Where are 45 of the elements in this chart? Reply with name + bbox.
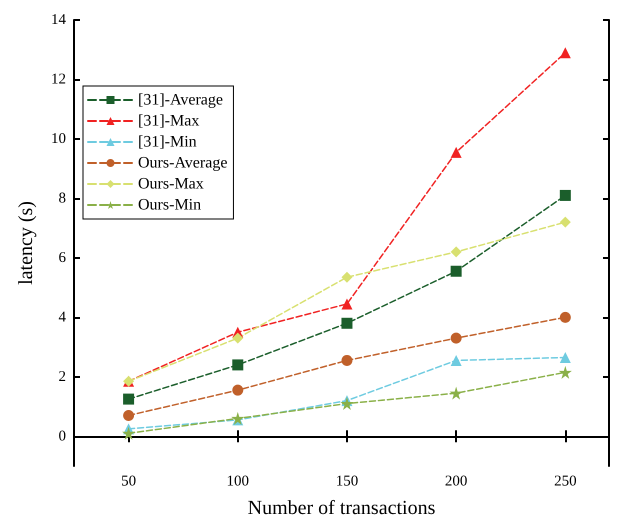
point <box>560 352 571 363</box>
point <box>341 272 352 283</box>
legend-label: [31]-Average <box>138 92 223 108</box>
point <box>558 366 572 379</box>
y-tick-label: 0 <box>58 428 66 444</box>
point <box>232 332 244 344</box>
point <box>341 354 352 366</box>
point <box>560 47 571 58</box>
x-tick-label: 200 <box>444 474 468 490</box>
point <box>232 384 244 396</box>
point <box>341 318 352 329</box>
x-axis-title: Number of transactions <box>248 497 436 519</box>
x-tick-label: 100 <box>226 474 250 490</box>
y-tick-label: 14 <box>51 12 66 28</box>
y-tick-label: 10 <box>51 130 66 147</box>
point <box>560 190 571 201</box>
point <box>450 266 462 277</box>
point <box>450 146 462 158</box>
point <box>340 397 354 410</box>
y-tick-label: 12 <box>51 71 66 88</box>
point <box>450 354 462 366</box>
point <box>450 246 462 258</box>
point <box>231 412 244 425</box>
point <box>560 312 571 323</box>
point <box>123 410 134 421</box>
x-tick-label: 250 <box>554 474 577 490</box>
y-tick-label: 4 <box>58 309 66 326</box>
point <box>450 386 463 400</box>
point <box>341 298 352 310</box>
y-tick-label: 6 <box>58 250 66 266</box>
legend-label: Ours-Average <box>138 154 228 172</box>
point <box>232 359 244 370</box>
x-tick-label: 150 <box>336 474 358 490</box>
point <box>450 332 462 344</box>
legend-label: Ours-Min <box>138 196 202 214</box>
legend-label: Ours-Max <box>138 176 204 192</box>
x-tick-label: 50 <box>121 474 136 490</box>
y-tick-label: 8 <box>58 190 66 206</box>
legend-label: [31]-Min <box>138 134 197 150</box>
point <box>560 216 571 228</box>
point <box>123 394 134 405</box>
y-axis-title: latency (s) <box>15 201 37 285</box>
legend-label: [31]-Max <box>138 112 200 130</box>
y-tick-label: 2 <box>58 368 66 385</box>
point <box>122 426 136 440</box>
